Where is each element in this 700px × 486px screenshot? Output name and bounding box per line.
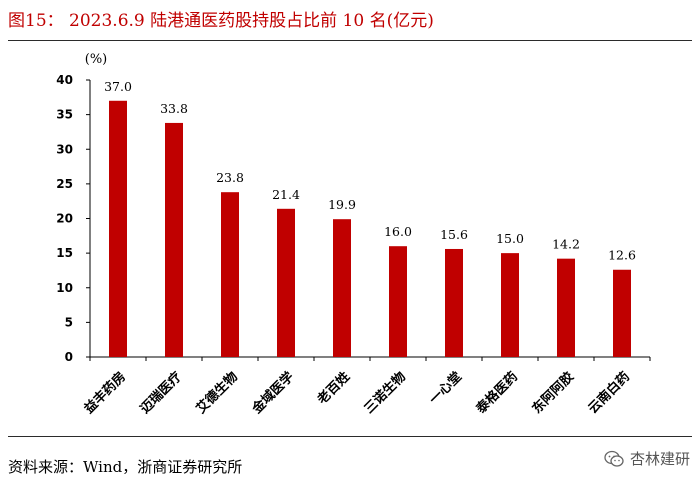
category-label: 金域医学 xyxy=(248,369,297,418)
bar-value-label: 23.8 xyxy=(216,170,244,185)
y-tick-label: 5 xyxy=(65,315,73,329)
bar-value-label: 14.2 xyxy=(552,237,580,252)
bar-value-label: 12.6 xyxy=(608,248,636,263)
bar-value-label: 15.6 xyxy=(440,227,468,242)
bar-value-label: 33.8 xyxy=(160,101,188,116)
y-axis-ticks: 0 5 10 15 20 25 30 35 40 xyxy=(56,73,651,364)
figure-title: 图15： 2023.6.9 陆港通医药股持股占比前 10 名(亿元) xyxy=(8,11,434,31)
bar xyxy=(165,122,183,357)
category-label: 艾德生物 xyxy=(193,369,241,417)
bar xyxy=(277,208,295,357)
title-divider xyxy=(8,40,692,41)
bar-series xyxy=(109,100,631,358)
source-note: 资料来源：Wind，浙商证券研究所 xyxy=(8,458,243,476)
y-tick-label: 25 xyxy=(56,177,73,191)
category-label: 益丰药房 xyxy=(81,369,129,417)
y-tick-label: 40 xyxy=(56,73,73,87)
category-label: 泰格医药 xyxy=(472,369,521,418)
category-label: 一心堂 xyxy=(426,369,465,408)
y-tick-label: 10 xyxy=(56,281,73,295)
footer-divider xyxy=(8,436,692,437)
bar xyxy=(613,269,631,357)
y-axis-unit-label: (%) xyxy=(85,52,108,67)
category-label: 三诺生物 xyxy=(361,369,409,417)
category-label: 东阿阿胶 xyxy=(529,369,577,417)
bar xyxy=(557,258,575,357)
category-label: 迈瑞医疗 xyxy=(137,369,185,417)
wechat-icon xyxy=(604,450,624,467)
y-tick-label: 15 xyxy=(56,246,73,260)
watermark-text: 杏林建研 xyxy=(629,450,690,468)
bar-value-label: 37.0 xyxy=(104,79,132,94)
watermark: 杏林建研 xyxy=(604,448,690,469)
bar-value-label: 21.4 xyxy=(272,187,300,202)
bar xyxy=(445,248,463,357)
y-tick-label: 0 xyxy=(65,350,73,364)
bar xyxy=(109,100,127,358)
y-tick-label: 30 xyxy=(56,142,73,156)
category-label: 老百姓 xyxy=(313,369,353,409)
y-tick-label: 35 xyxy=(56,108,73,122)
y-tick-label: 20 xyxy=(56,212,73,226)
bar-value-label: 15.0 xyxy=(496,231,524,246)
bar-value-label: 19.9 xyxy=(328,197,356,212)
bar xyxy=(501,253,519,357)
category-label: 云南白药 xyxy=(585,369,633,417)
bar xyxy=(333,219,351,357)
bar xyxy=(221,192,239,357)
category-labels: 益丰药房 迈瑞医疗 艾德生物 金域医学 老百姓 三诺生物 一心堂 泰格医药 东阿阿胶 云南白药 xyxy=(81,369,633,418)
value-labels: 37.0 33.8 23.8 21.4 19.9 16.0 15.6 15.0 14.2 12.6 xyxy=(104,79,636,263)
bar xyxy=(389,246,407,357)
bar-value-label: 16.0 xyxy=(384,224,412,239)
